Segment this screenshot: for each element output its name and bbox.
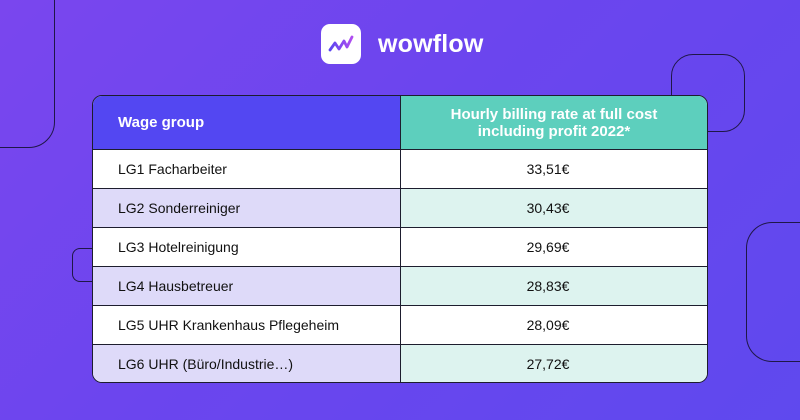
column-header-wage-group: Wage group <box>93 96 401 149</box>
hourly-rate-cell: 28,83€ <box>401 267 707 305</box>
wage-rate-table: Wage group Hourly billing rate at full c… <box>92 95 708 383</box>
table-row: LG2 Sonderreiniger 30,43€ <box>93 188 707 227</box>
wave-check-icon <box>321 24 361 64</box>
decorative-outline <box>746 222 800 362</box>
table-row: LG5 UHR Krankenhaus Pflegeheim 28,09€ <box>93 305 707 344</box>
hourly-rate-cell: 29,69€ <box>401 228 707 266</box>
hourly-rate-cell: 27,72€ <box>401 345 707 382</box>
hourly-rate-cell: 28,09€ <box>401 306 707 344</box>
table-row: LG3 Hotelreinigung 29,69€ <box>93 227 707 266</box>
decorative-outline <box>0 0 55 148</box>
wage-group-cell: LG2 Sonderreiniger <box>93 189 401 227</box>
wage-group-cell: LG6 UHR (Büro/Industrie…) <box>93 345 401 382</box>
table-header-row: Wage group Hourly billing rate at full c… <box>93 96 707 149</box>
brand-name: wowflow <box>378 29 484 58</box>
column-header-hourly-rate: Hourly billing rate at full cost includi… <box>401 96 707 149</box>
brand-logo: wowflow <box>321 24 484 64</box>
table-row: LG6 UHR (Büro/Industrie…) 27,72€ <box>93 344 707 382</box>
wage-group-cell: LG1 Facharbeiter <box>93 150 401 188</box>
wage-group-cell: LG4 Hausbetreuer <box>93 267 401 305</box>
wage-group-cell: LG3 Hotelreinigung <box>93 228 401 266</box>
hourly-rate-cell: 33,51€ <box>401 150 707 188</box>
hourly-rate-cell: 30,43€ <box>401 189 707 227</box>
wage-group-cell: LG5 UHR Krankenhaus Pflegeheim <box>93 306 401 344</box>
table-row: LG1 Facharbeiter 33,51€ <box>93 149 707 188</box>
table-row: LG4 Hausbetreuer 28,83€ <box>93 266 707 305</box>
